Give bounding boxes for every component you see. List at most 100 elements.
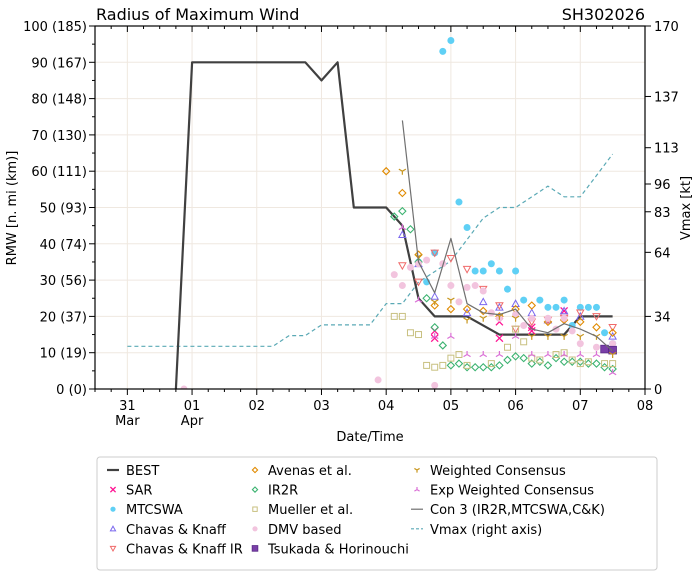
ir2r-point	[559, 357, 569, 367]
legend-marker	[252, 526, 258, 532]
avenas-et-al-point	[576, 317, 585, 327]
weighted-consensus-point	[463, 317, 471, 324]
ir2r-point	[389, 212, 399, 221]
x-tick-label: 03	[313, 399, 330, 414]
legend-entry-chavas-knaff-ir: Chavas & Knaff IR	[109, 542, 243, 557]
x-tick-label: 04	[378, 399, 395, 414]
legend-marker	[109, 486, 117, 493]
series-mueller-et-al	[390, 312, 617, 371]
legend-marker	[252, 506, 258, 512]
ir2r-point	[535, 357, 545, 367]
chavas-knaff-point	[511, 299, 520, 307]
avenas-et-al-point	[527, 301, 537, 310]
chavas-knaff-point	[559, 306, 569, 315]
chavas-knaff-point	[608, 331, 617, 340]
y-tick-label: 30 (56)	[40, 274, 87, 289]
x-tick-label: 31	[119, 399, 136, 414]
dmv-based-point	[560, 314, 568, 322]
exp-weighted-consensus-point	[560, 351, 568, 358]
y-tick-label: 40 (74)	[40, 238, 87, 253]
chavas-knaff-ir-point	[446, 255, 456, 263]
legend: BEST SAR MTCSWA Chavas & Knaff Chavas & Knaf…	[96, 456, 658, 571]
ir2r-point	[478, 362, 488, 372]
chavas-knaff-point	[527, 308, 537, 317]
avenas-et-al-point	[381, 166, 391, 176]
mtcswa-point	[584, 303, 592, 311]
mtcswa-point	[479, 267, 487, 275]
weighted-consensus-point	[447, 297, 455, 304]
mueller-et-al-point	[504, 343, 511, 351]
x-axis-label: Date/Time	[336, 430, 403, 445]
dmv-based-point	[576, 340, 584, 348]
legend-entry-chavas-knaff: Chavas & Knaff	[109, 523, 227, 538]
mueller-et-al-point	[406, 329, 414, 337]
weighted-consensus-point	[398, 168, 407, 175]
series-dmv-based	[180, 256, 617, 389]
series-con-3-ir2r-mtcswa-c-k	[401, 120, 614, 352]
mueller-et-al-point	[520, 338, 528, 346]
chavas-knaff-ir-point	[430, 249, 440, 258]
y-tick-label: 60 (111)	[31, 165, 87, 180]
dmv-based-point	[398, 282, 406, 290]
chavas-knaff-point	[462, 308, 472, 317]
x-tick-label: 08	[637, 399, 654, 414]
series-best	[174, 61, 613, 389]
chavas-knaff-ir-point	[462, 265, 472, 274]
mueller-et-al-point	[455, 351, 463, 358]
mtcswa-point	[512, 267, 520, 275]
exp-weighted-consensus-point	[527, 351, 536, 358]
weighted-consensus-point	[560, 333, 568, 340]
legend-entry-ir2r: IR2R	[251, 484, 298, 499]
series-vmax-right-axis	[127, 153, 614, 347]
chavas-knaff-ir-point	[592, 313, 601, 321]
avenas-et-al-point	[478, 306, 488, 316]
dmv-based-point	[447, 282, 455, 290]
exp-weighted-consensus-point	[414, 296, 423, 303]
legend-label: SAR	[126, 484, 152, 499]
weighted-consensus-point	[430, 299, 439, 306]
mtcswa-point	[552, 303, 560, 311]
ir2r-point	[495, 361, 504, 370]
exp-weighted-consensus-point	[592, 351, 601, 358]
y-right-tick-label: 83	[654, 206, 671, 221]
series-chavas-knaff	[398, 230, 617, 340]
legend-label: DMV based	[268, 523, 342, 538]
mueller-et-al-point	[576, 360, 584, 368]
ir2r-point	[470, 362, 480, 372]
chavas-knaff-point	[478, 297, 488, 306]
y-tick-label: 90 (167)	[31, 56, 87, 71]
exp-weighted-consensus-point	[495, 351, 504, 358]
mtcswa-point	[431, 249, 439, 257]
chavas-knaff-ir-point	[575, 309, 585, 318]
y-right-tick-label: 113	[654, 142, 679, 157]
legend-entry-avenas-et-al: Avenas et al.	[251, 464, 352, 479]
ir2r-point	[600, 362, 609, 372]
y-tick-label: 0 (0)	[56, 383, 87, 398]
dmv-based-point	[528, 314, 536, 322]
legend-marker	[251, 486, 259, 493]
weighted-consensus-point	[479, 315, 488, 322]
y-right-tick-label: 64	[654, 246, 671, 261]
mueller-et-al-point	[601, 360, 609, 368]
legend-entry-mtcswa: MTCSWA	[110, 503, 183, 518]
chavas-knaff-point	[575, 311, 585, 320]
y-tick-label: 80 (148)	[31, 93, 87, 108]
chavas-knaff-ir-point	[608, 323, 617, 332]
y-tick-label: 50 (93)	[40, 202, 87, 217]
mueller-et-al-point	[390, 312, 398, 320]
legend-label: Exp Weighted Consensus	[430, 484, 594, 499]
mueller-et-al-point	[512, 325, 520, 333]
storm-id: SH302026	[562, 5, 645, 24]
ir2r-point	[503, 355, 512, 365]
mtcswa-point	[536, 296, 544, 304]
legend-entry-mueller-et-al: Mueller et al.	[252, 503, 353, 518]
chavas-knaff-ir-point	[414, 278, 423, 287]
mtcswa-point	[544, 303, 552, 311]
mueller-et-al-point	[536, 356, 544, 364]
x-tick-label: 06	[507, 399, 524, 414]
legend-label: MTCSWA	[126, 503, 183, 518]
ir2r-point	[592, 359, 601, 368]
ir2r-point	[527, 359, 537, 368]
legend-label: Con 3 (IR2R,MTCSWA,C&K)	[430, 503, 605, 518]
legend-entry-vmax-right-axis: Vmax (right axis)	[411, 523, 542, 538]
